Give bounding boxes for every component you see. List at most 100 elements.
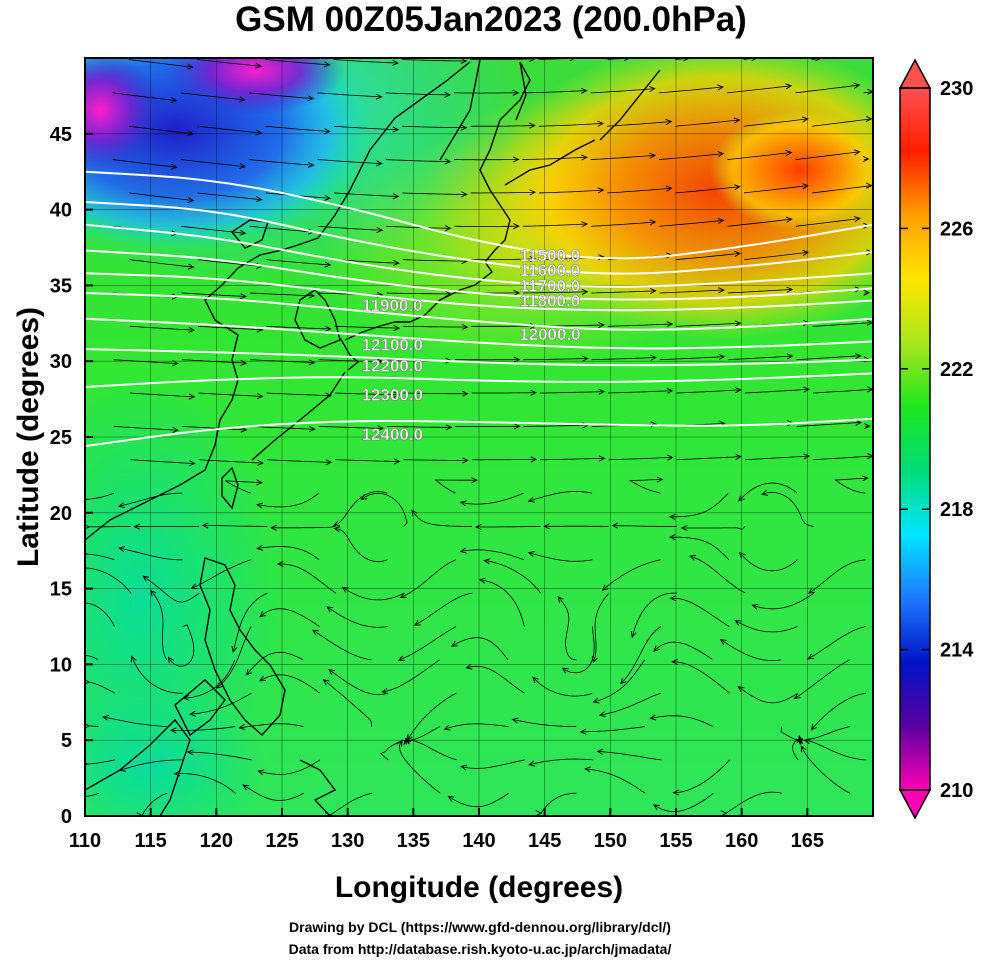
x-tick-label: 115 — [135, 830, 167, 852]
streamline-arrow — [597, 120, 605, 127]
streamline-arrow — [598, 388, 606, 395]
colorbar-tick-label: 226 — [940, 218, 973, 240]
streamline — [512, 719, 577, 727]
streamline-arrow — [460, 58, 468, 64]
streamline — [607, 323, 673, 327]
streamline — [224, 480, 263, 494]
streamline — [470, 125, 535, 127]
streamline — [246, 651, 304, 676]
contour-line — [85, 223, 873, 288]
streamline-arrow — [598, 322, 605, 329]
streamline-arrow — [240, 426, 248, 433]
streamline-arrow — [561, 667, 569, 674]
streamline — [593, 659, 645, 703]
streamline-arrow — [592, 697, 600, 704]
streamline — [85, 654, 99, 661]
streamline-arrow — [734, 387, 742, 394]
streamline-arrow — [403, 738, 410, 745]
streamline — [334, 192, 399, 197]
streamline-arrow — [786, 286, 794, 293]
streamline-arrow — [866, 182, 873, 189]
streamline — [85, 602, 115, 627]
streamline-arrow — [381, 688, 389, 694]
streamline — [628, 479, 663, 494]
streamline — [727, 152, 792, 160]
streamline-arrow — [392, 259, 400, 266]
streamline-arrow — [231, 645, 238, 653]
streamline — [522, 156, 587, 160]
streamline-arrow — [807, 653, 815, 660]
streamline-arrow — [650, 354, 657, 361]
streamline-arrow — [875, 190, 880, 195]
streamline — [330, 792, 373, 816]
streamline-arrow — [307, 95, 315, 102]
streamline-arrow — [529, 122, 536, 129]
streamline-arrow — [443, 724, 451, 731]
streamline — [470, 258, 536, 261]
streamline-arrow — [377, 425, 385, 432]
contour-label: 12200.0 — [362, 357, 423, 376]
streamline-arrow — [170, 163, 178, 170]
streamline — [669, 536, 730, 561]
contour-line — [85, 417, 873, 448]
streamline — [529, 758, 594, 766]
streamline — [328, 669, 389, 696]
streamline-arrow — [671, 658, 679, 665]
streamline-arrow — [666, 454, 674, 461]
streamline-arrow — [530, 456, 538, 463]
streamline — [131, 656, 184, 694]
colorbar-tick-label: 218 — [940, 499, 973, 521]
streamline — [317, 159, 382, 164]
streamline-arrow — [717, 84, 724, 91]
streamline-arrow — [312, 629, 319, 636]
streamline-arrow — [238, 724, 246, 731]
streamline-arrow — [85, 552, 89, 556]
streamline-arrow — [733, 117, 741, 124]
streamline — [631, 592, 678, 638]
streamline — [484, 560, 541, 594]
streamline — [795, 218, 860, 227]
streamline-arrow — [397, 655, 405, 662]
streamline-arrow — [150, 589, 157, 597]
streamline-arrow — [459, 500, 467, 507]
streamline-arrow — [598, 711, 606, 718]
streamline-arrow — [630, 631, 637, 639]
streamline-arrow — [323, 61, 331, 68]
contour-line — [85, 317, 873, 350]
streamline-arrow — [680, 524, 688, 531]
x-tick-label: 165 — [791, 830, 824, 852]
streamline — [113, 359, 178, 364]
streamline — [168, 624, 195, 667]
streamline — [681, 526, 746, 530]
streamline — [248, 92, 314, 99]
streamline — [89, 681, 116, 694]
contour-label: 11800.0 — [520, 292, 581, 311]
streamline-arrow — [188, 460, 196, 467]
colorbar-tick-label: 222 — [940, 359, 973, 381]
streamline-arrow — [529, 189, 537, 196]
y-tick-label: 0 — [61, 806, 72, 828]
streamline-arrow — [239, 163, 247, 170]
streamline-arrow — [461, 191, 468, 198]
contour-label: 11600.0 — [520, 261, 581, 280]
streamline-arrow — [85, 497, 89, 501]
streamline — [650, 715, 714, 727]
streamline — [128, 125, 194, 135]
streamline-arrow — [393, 458, 401, 465]
streamline-arrow — [581, 288, 589, 295]
streamline-arrow — [325, 459, 333, 466]
streamline — [444, 723, 509, 730]
streamline-arrow — [328, 668, 335, 676]
streamline-arrow — [257, 769, 265, 776]
streamline-arrow — [411, 509, 418, 517]
streamline — [466, 665, 525, 694]
streamline — [659, 356, 725, 361]
streamline-arrow — [167, 656, 174, 664]
streamline — [411, 509, 473, 527]
streamline-arrow — [718, 353, 726, 360]
streamline — [257, 492, 320, 508]
credit-data: Data from http://database.rish.kyoto-u.a… — [288, 941, 672, 957]
streamline — [540, 457, 605, 461]
streamline — [242, 784, 304, 801]
streamline — [728, 355, 793, 361]
